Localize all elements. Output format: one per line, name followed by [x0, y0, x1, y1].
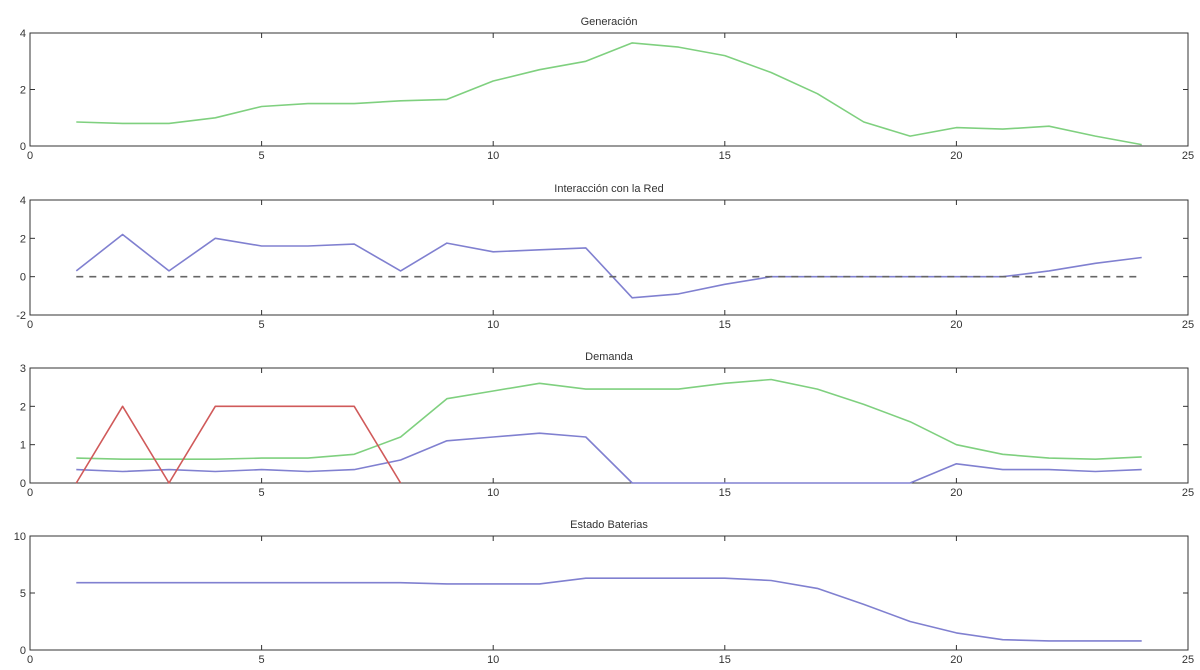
plot-title: Interacción con la Red [554, 183, 663, 195]
x-tick-label: 15 [719, 150, 731, 162]
subplot-4: Estado Baterias 0 5 10 15 20 25 0 5 10 [14, 519, 1194, 666]
x-tick-label: 15 [719, 654, 731, 666]
axes-frame [29, 199, 1189, 316]
y-tick-label: 1 [20, 440, 26, 452]
series-line-1 [76, 378, 1142, 461]
y-tick-label: 3 [20, 363, 26, 375]
plot-title: Demanda [585, 351, 634, 363]
x-tick-label: 0 [27, 150, 33, 162]
x-tick-label: 5 [259, 150, 265, 162]
x-tick-label: 20 [950, 654, 962, 666]
y-tick-label: 0 [20, 478, 26, 490]
y-tick-label: 5 [20, 588, 26, 600]
x-tick-label: 20 [950, 150, 962, 162]
y-tick-label: 0 [20, 645, 26, 657]
subplot-3: Demanda 0 5 10 15 20 25 0 1 2 3 [20, 351, 1194, 499]
axes-frame [29, 535, 1189, 651]
x-tick-label: 10 [487, 654, 499, 666]
series-line-2 [76, 432, 1142, 484]
x-tick-label: 5 [259, 487, 265, 499]
axes-frame [29, 367, 1189, 484]
x-tick-label: 15 [719, 319, 731, 331]
y-tick-label: 10 [14, 531, 26, 543]
x-tick-label: 0 [27, 654, 33, 666]
plot-title: Estado Baterias [570, 519, 648, 531]
series-line-3 [75, 405, 402, 484]
x-tick-label: 15 [719, 487, 731, 499]
plot-title: Generación [581, 16, 638, 28]
y-tick-label: 4 [20, 28, 26, 40]
x-tick-label: 25 [1182, 319, 1194, 331]
y-tick-label: 2 [20, 401, 26, 413]
y-tick-label: 0 [20, 141, 26, 153]
x-tick-label: 25 [1182, 150, 1194, 162]
y-tick-label: -2 [16, 310, 26, 322]
series-line-1 [76, 577, 1142, 642]
y-tick-label: 2 [20, 233, 26, 245]
x-tick-label: 5 [259, 319, 265, 331]
x-tick-label: 5 [259, 654, 265, 666]
x-tick-label: 20 [950, 487, 962, 499]
x-tick-label: 20 [950, 319, 962, 331]
x-tick-label: 0 [27, 319, 33, 331]
x-tick-label: 10 [487, 487, 499, 499]
x-tick-label: 10 [487, 150, 499, 162]
x-tick-label: 10 [487, 319, 499, 331]
series-line-1 [76, 42, 1142, 146]
subplot-1: Generación 0 5 10 15 20 25 0 2 4 [20, 16, 1194, 162]
x-tick-label: 25 [1182, 487, 1194, 499]
x-tick-label: 0 [27, 487, 33, 499]
x-tick-label: 25 [1182, 654, 1194, 666]
y-tick-label: 4 [20, 195, 26, 207]
y-tick-label: 0 [20, 272, 26, 284]
y-tick-label: 2 [20, 85, 26, 97]
